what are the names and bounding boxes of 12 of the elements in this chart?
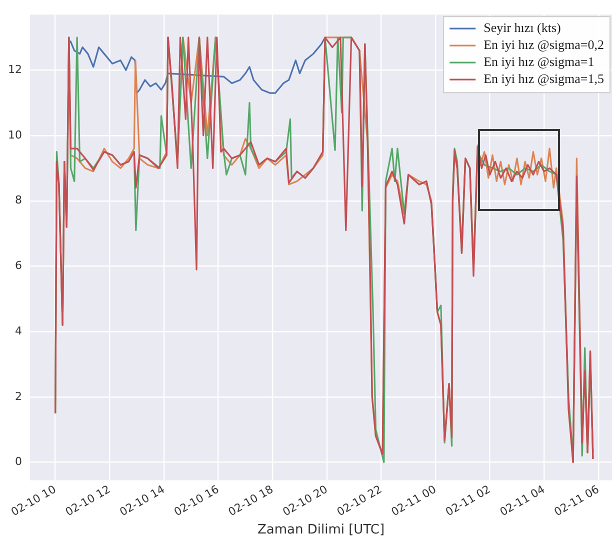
x-axis-title: Zaman Dilimi [UTC] — [257, 522, 385, 538]
y-tick-label: 6 — [14, 259, 22, 272]
legend-label: En iyi hız @sigma=1,5 — [484, 71, 604, 86]
y-tick-label: 4 — [14, 324, 22, 338]
y-tick-label: 12 — [8, 63, 22, 76]
legend-label: En iyi hız @sigma=0,2 — [484, 37, 604, 52]
legend-label: Seyir hızı (kts) — [484, 20, 561, 36]
legend-label: En iyi hız @sigma=1 — [484, 54, 594, 70]
y-tick-label: 0 — [14, 455, 22, 468]
y-tick-label: 10 — [8, 128, 22, 142]
y-tick-label: 2 — [14, 390, 22, 403]
y-tick-label: 8 — [14, 194, 22, 207]
